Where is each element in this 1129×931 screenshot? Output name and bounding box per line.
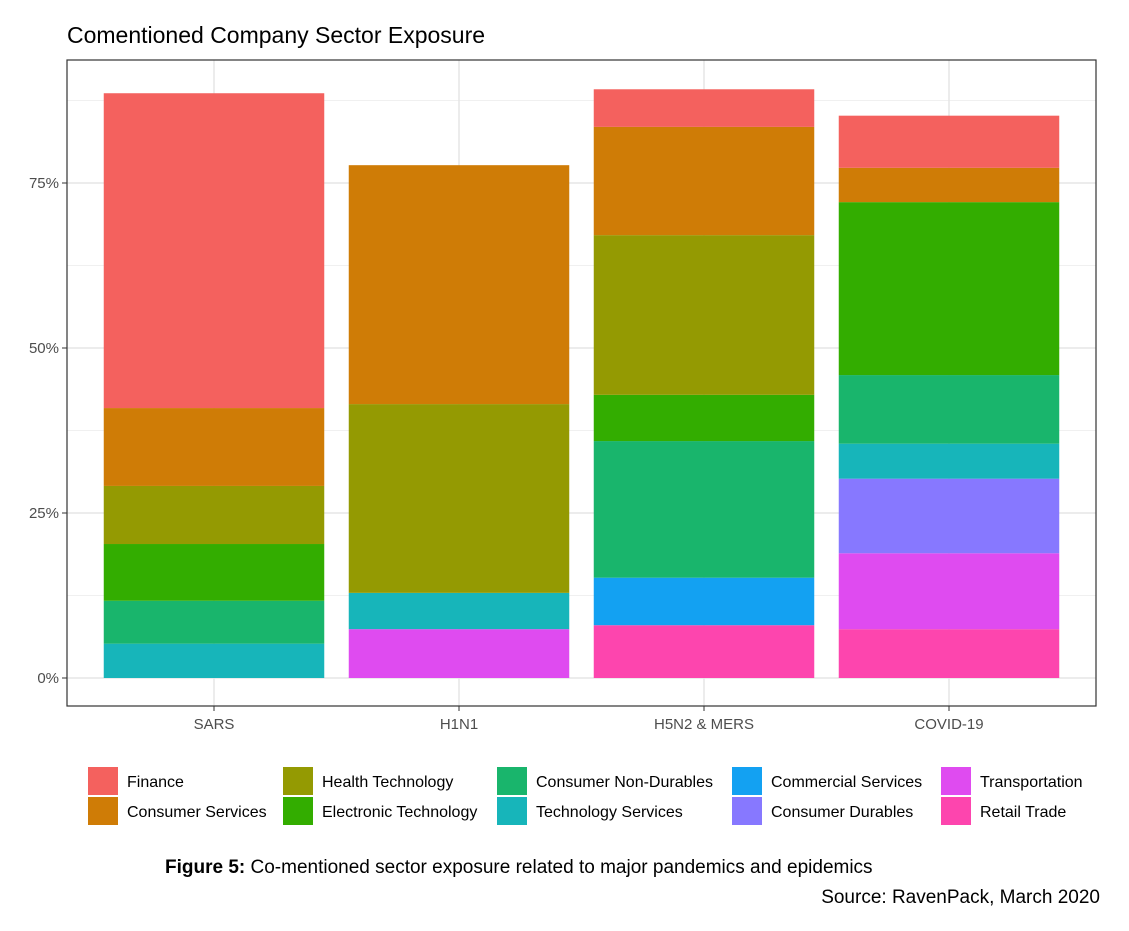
stacked-bar-chart: Comentioned Company Sector Exposure 0% 25%… — [29, 22, 1097, 825]
legend-key — [283, 767, 313, 795]
legend-label: Consumer Durables — [771, 804, 913, 821]
bar-segment — [348, 592, 570, 630]
legend-key — [497, 797, 527, 825]
bar-segment — [593, 394, 815, 442]
legend-label: Consumer Non-Durables — [536, 774, 713, 791]
legend-label: Transportation — [980, 774, 1083, 791]
y-tick-label: 25% — [29, 505, 59, 522]
x-tick-label: COVID-19 — [914, 716, 983, 733]
caption-text: Co-mentioned sector exposure related to … — [245, 857, 873, 878]
bar-segment — [838, 443, 1060, 479]
figure-caption: Figure 5: Co-mentioned sector exposure r… — [165, 857, 873, 879]
legend-label: Electronic Technology — [322, 804, 477, 821]
bar-segment — [348, 404, 570, 593]
bar-segment — [103, 93, 325, 409]
legend-key — [941, 767, 971, 795]
legend-label: Retail Trade — [980, 804, 1066, 821]
bar-segment — [593, 89, 815, 127]
bar-segment — [838, 375, 1060, 444]
bar-segment — [838, 553, 1060, 630]
y-tick-label: 75% — [29, 175, 59, 192]
y-tick-label: 50% — [29, 340, 59, 357]
legend-label: Finance — [127, 774, 184, 791]
bar-segment — [103, 408, 325, 486]
legend-key — [88, 797, 118, 825]
legend-key — [88, 767, 118, 795]
bar-segment — [593, 625, 815, 678]
bar-segment — [348, 629, 570, 678]
bar-segment — [348, 165, 570, 405]
bar-segment — [838, 478, 1060, 554]
legend-label: Commercial Services — [771, 774, 922, 791]
legend-key — [941, 797, 971, 825]
legend-key — [283, 797, 313, 825]
legend-key — [732, 797, 762, 825]
bar-segment — [593, 235, 815, 395]
legend-key — [497, 767, 527, 795]
legend-label: Health Technology — [322, 774, 453, 791]
legend-key — [732, 767, 762, 795]
legend-label: Technology Services — [536, 804, 683, 821]
bar-segment — [103, 485, 325, 545]
bar-segment — [593, 441, 815, 578]
bar-segment — [103, 643, 325, 678]
bar-segment — [593, 577, 815, 626]
x-tick-label: SARS — [194, 716, 235, 733]
source-note: Source: RavenPack, March 2020 — [821, 887, 1100, 908]
plot-border — [66, 59, 1097, 707]
x-tick-label: H5N2 & MERS — [654, 716, 754, 733]
legend-label: Consumer Services — [127, 804, 267, 821]
x-tick-label: H1N1 — [440, 716, 478, 733]
chart-title: Comentioned Company Sector Exposure — [67, 22, 485, 48]
bar-segment — [838, 629, 1060, 678]
bar-segment — [838, 167, 1060, 203]
bar-segment — [103, 544, 325, 601]
bar-segment — [838, 202, 1060, 376]
bar-segment — [838, 115, 1060, 168]
bar-segment — [593, 126, 815, 236]
y-tick-label: 0% — [37, 670, 59, 687]
caption-label: Figure 5: — [165, 857, 246, 878]
bar-segment — [103, 600, 325, 644]
